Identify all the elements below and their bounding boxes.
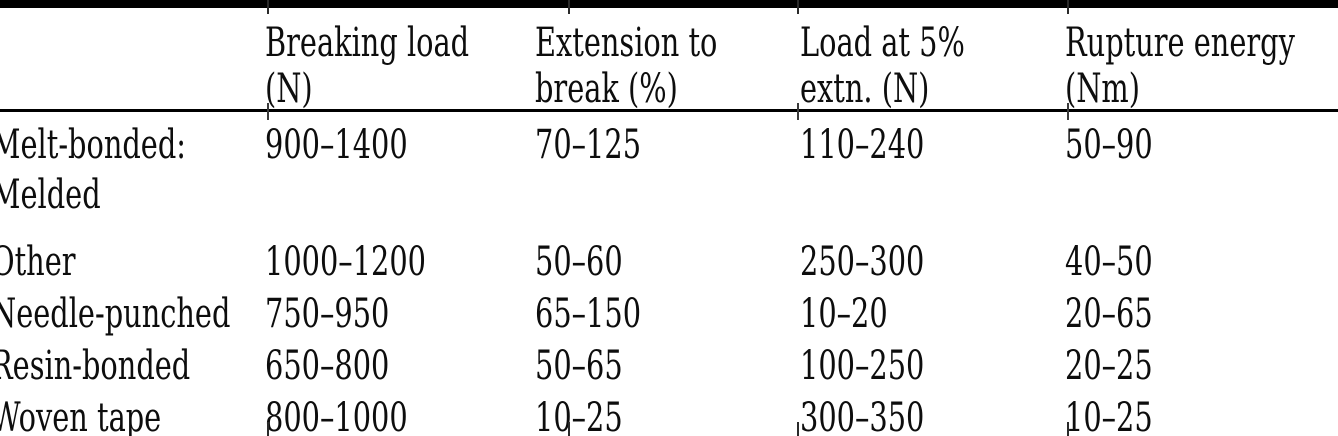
cell-extension: 50–60 bbox=[535, 236, 800, 296]
column-rule-tick bbox=[267, 422, 269, 436]
table-row: Other 1000–1200 50–60 250–300 40–50 bbox=[0, 236, 1338, 288]
header-cell-empty bbox=[0, 24, 265, 116]
header-text: Breaking load bbox=[265, 20, 470, 66]
row-label: Resin-bonded bbox=[0, 340, 265, 400]
header-text: (Nm) bbox=[1065, 66, 1140, 112]
cell-breaking-load: 650–800 bbox=[265, 340, 535, 400]
cell-value: 300–350 bbox=[800, 395, 925, 436]
cell-rupture-energy: 50–90 bbox=[1065, 124, 1338, 224]
cell-value: 70–125 bbox=[535, 122, 642, 168]
cell-value: 110–240 bbox=[800, 122, 925, 168]
cell-extension: 50–65 bbox=[535, 340, 800, 400]
table-header-rule bbox=[0, 109, 1338, 112]
row-label-text: Melded bbox=[0, 172, 101, 218]
row-label-text: Other bbox=[0, 239, 76, 285]
cell-load-at-5pct: 110–240 bbox=[800, 124, 1065, 224]
cell-load-at-5pct: 100–250 bbox=[800, 340, 1065, 400]
cell-value: 10–25 bbox=[535, 395, 623, 436]
column-rule-tick bbox=[797, 422, 799, 436]
cell-value: 65–150 bbox=[535, 291, 642, 337]
cell-value: 100–250 bbox=[800, 343, 925, 389]
row-label-text: Needle-punched bbox=[0, 291, 231, 337]
cell-value: 10–25 bbox=[1065, 395, 1153, 436]
column-rule-tick bbox=[568, 0, 570, 14]
cell-rupture-energy: 20–25 bbox=[1065, 340, 1338, 400]
column-rule-tick bbox=[1067, 0, 1069, 14]
column-rule-tick bbox=[568, 422, 570, 436]
cell-value: 900–1400 bbox=[265, 122, 408, 168]
row-label-text: Resin-bonded bbox=[0, 343, 191, 389]
cell-value: 50–60 bbox=[535, 239, 623, 285]
header-text: break (%) bbox=[535, 66, 678, 112]
header-cell-extension: Extension to break (%) bbox=[535, 20, 800, 116]
row-label: Woven tape bbox=[0, 392, 265, 436]
cell-value: 10–20 bbox=[800, 291, 888, 337]
cell-extension: 10–25 bbox=[535, 392, 800, 436]
row-label: Melt-bonded: Melded bbox=[0, 124, 265, 224]
cell-value: 800–1000 bbox=[265, 395, 408, 436]
cell-rupture-energy: 40–50 bbox=[1065, 236, 1338, 296]
row-label-text: Woven tape bbox=[0, 395, 162, 436]
column-rule-tick bbox=[1067, 103, 1069, 120]
cell-value: 20–65 bbox=[1065, 291, 1153, 337]
cell-load-at-5pct: 300–350 bbox=[800, 392, 1065, 436]
cell-breaking-load: 750–950 bbox=[265, 288, 535, 348]
cell-breaking-load: 800–1000 bbox=[265, 392, 535, 436]
cell-value: 50–65 bbox=[535, 343, 623, 389]
header-text: (N) bbox=[265, 66, 313, 112]
column-rule-tick bbox=[1067, 422, 1069, 436]
column-rule-tick bbox=[797, 103, 799, 120]
table-top-rule bbox=[0, 0, 1338, 8]
table-row: Woven tape 800–1000 10–25 300–350 10–25 bbox=[0, 392, 1338, 436]
cell-extension: 65–150 bbox=[535, 288, 800, 348]
cell-load-at-5pct: 250–300 bbox=[800, 236, 1065, 296]
cell-value: 1000–1200 bbox=[265, 239, 426, 285]
cell-value: 250–300 bbox=[800, 239, 925, 285]
row-label: Needle-punched bbox=[0, 288, 265, 348]
cell-value: 20–25 bbox=[1065, 343, 1153, 389]
cell-rupture-energy: 10–25 bbox=[1065, 392, 1338, 436]
row-label: Other bbox=[0, 236, 265, 296]
cell-value: 50–90 bbox=[1065, 122, 1153, 168]
table-header-row: Breaking load (N) Extension to break (%)… bbox=[0, 8, 1338, 109]
column-rule-tick bbox=[797, 0, 799, 14]
header-text: Rupture energy bbox=[1065, 20, 1295, 66]
cell-load-at-5pct: 10–20 bbox=[800, 288, 1065, 348]
column-rule-tick bbox=[267, 0, 269, 14]
cell-rupture-energy: 20–65 bbox=[1065, 288, 1338, 348]
column-rule-tick bbox=[267, 103, 269, 120]
header-text: extn. (N) bbox=[800, 66, 930, 112]
cell-breaking-load: 900–1400 bbox=[265, 124, 535, 224]
cell-value: 650–800 bbox=[265, 343, 390, 389]
cell-value: 750–950 bbox=[265, 291, 390, 337]
cell-breaking-load: 1000–1200 bbox=[265, 236, 535, 296]
table-row: Resin-bonded 650–800 50–65 100–250 20–25 bbox=[0, 340, 1338, 392]
header-cell-rupture-energy: Rupture energy (Nm) bbox=[1065, 20, 1338, 116]
row-label-text: Melt-bonded: bbox=[0, 122, 186, 168]
header-text: Load at 5% bbox=[800, 20, 965, 66]
cell-value: 40–50 bbox=[1065, 239, 1153, 285]
cell-extension: 70–125 bbox=[535, 124, 800, 224]
header-cell-breaking-load: Breaking load (N) bbox=[265, 20, 535, 116]
header-text: Extension to bbox=[535, 20, 718, 66]
header-cell-load-at-5pct: Load at 5% extn. (N) bbox=[800, 20, 1065, 116]
table-row: Melt-bonded: Melded 900–1400 70–125 110–… bbox=[0, 112, 1338, 224]
table-row: Needle-punched 750–950 65–150 10–20 20–6… bbox=[0, 288, 1338, 340]
